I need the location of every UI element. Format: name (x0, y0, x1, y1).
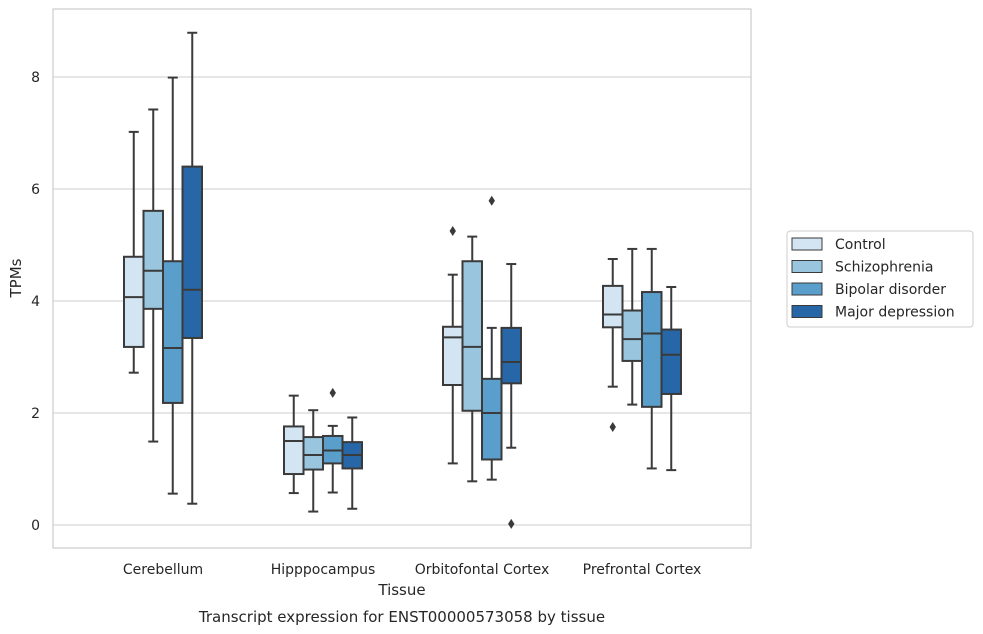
x-tick-label-3: Orbitofontal Cortex (415, 562, 550, 578)
box-iqr (181, 165, 203, 339)
box-iqr (500, 326, 522, 385)
legend: Control Schizophrenia Bipolar disorder Majo… (786, 230, 974, 328)
legend-swatch-3 (791, 282, 823, 296)
box-0-1 (142, 108, 164, 443)
outlier-point (329, 387, 336, 398)
legend-frame (786, 230, 974, 328)
box-iqr (302, 436, 324, 471)
y-tick-labels: 0 2 4 6 8 (31, 70, 40, 534)
y-tick-label-8: 8 (31, 70, 40, 86)
legend-swatch-1 (791, 237, 823, 251)
y-axis-title: TPMs (7, 258, 25, 298)
figure-caption: Transcript expression for ENST0000057305… (198, 608, 605, 626)
x-axis-title: Tissue (377, 581, 425, 599)
box-iqr (442, 325, 464, 387)
y-tick-label-0: 0 (31, 518, 40, 534)
box-1-3 (341, 416, 363, 510)
box-iqr (283, 425, 305, 476)
x-tick-labels: Cerebellum Hipppocampus Orbitofontal Corte… (123, 562, 701, 578)
box-3-0 (602, 258, 624, 432)
legend-label-2: Schizophrenia (835, 260, 933, 276)
box-iqr (621, 309, 643, 362)
outlier-point (488, 195, 495, 206)
y-tick-label-2: 2 (31, 406, 40, 422)
box-iqr (142, 209, 164, 310)
legend-label-1: Control (835, 237, 886, 253)
legend-label-3: Bipolar disorder (835, 282, 946, 298)
box-0-2 (162, 76, 184, 495)
box-iqr (481, 377, 503, 461)
box-2-2 (481, 195, 503, 481)
box-3-3 (660, 286, 682, 472)
box-iqr (123, 255, 145, 348)
outlier-point (508, 518, 515, 529)
box-1-0 (283, 394, 305, 495)
box-iqr (660, 328, 682, 395)
box-0-0 (123, 130, 145, 374)
boxes (123, 31, 682, 529)
box-iqr (641, 291, 663, 408)
y-tick-label-6: 6 (31, 182, 40, 198)
box-2-3 (500, 263, 522, 529)
box-iqr (461, 260, 483, 412)
outlier-point (449, 226, 456, 236)
plot-frame (52, 8, 752, 549)
y-tick-label-4: 4 (31, 294, 40, 310)
x-tick-label-4: Prefrontal Cortex (583, 562, 702, 578)
x-tick-label-1: Cerebellum (123, 562, 203, 578)
legend-swatch-4 (791, 305, 823, 318)
legend-label-4: Major depression (835, 305, 955, 321)
box-iqr (162, 260, 184, 404)
box-iqr (602, 284, 624, 329)
x-tick-label-2: Hipppocampus (271, 562, 376, 578)
box-0-3 (181, 31, 203, 505)
box-3-1 (621, 247, 643, 406)
box-2-1 (461, 235, 483, 483)
outlier-point (609, 422, 616, 432)
box-1-2 (322, 387, 344, 494)
legend-swatch-2 (791, 260, 823, 273)
